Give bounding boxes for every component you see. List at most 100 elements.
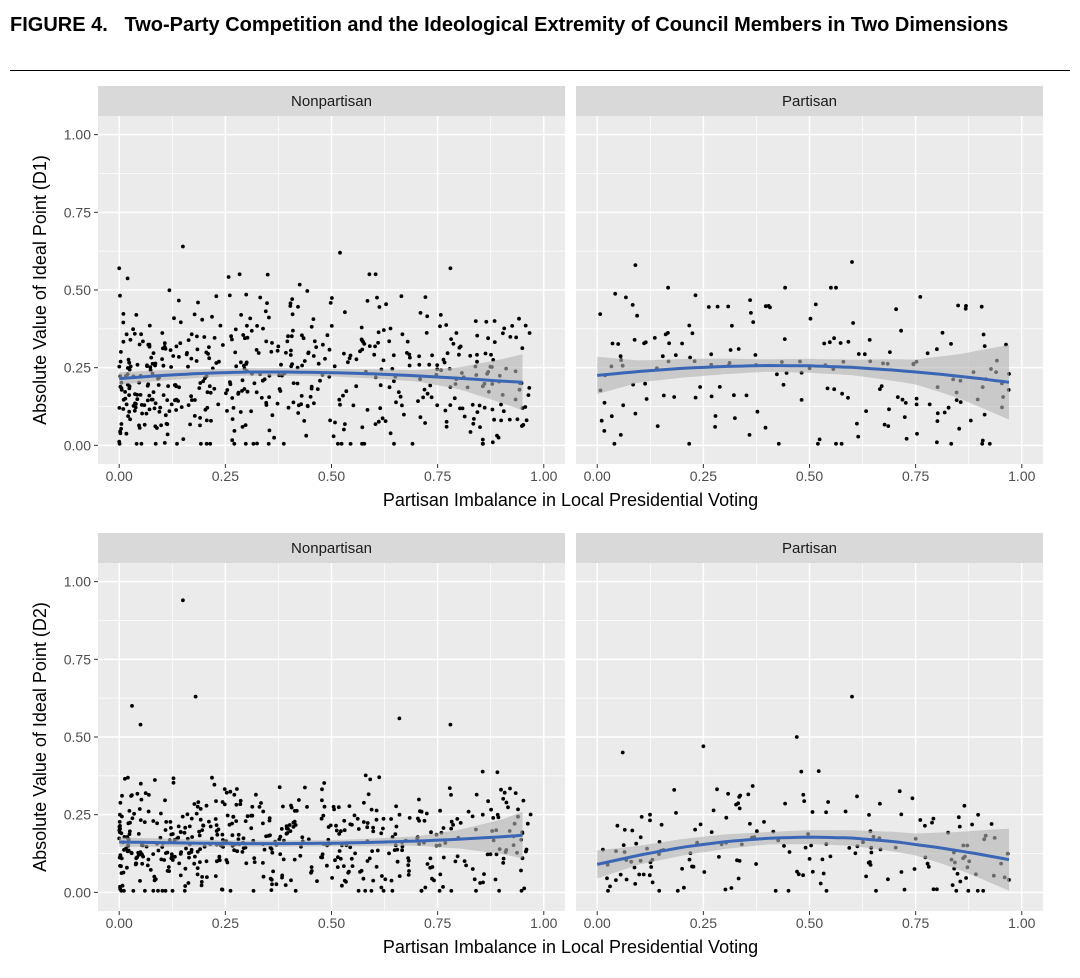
data-point xyxy=(376,340,380,345)
data-point xyxy=(853,851,858,856)
data-point xyxy=(335,865,340,869)
data-point xyxy=(200,317,205,322)
data-point xyxy=(869,850,874,855)
data-point xyxy=(327,347,332,352)
data-point xyxy=(519,868,523,873)
data-point xyxy=(147,793,151,797)
data-point xyxy=(328,301,333,305)
data-point xyxy=(931,887,936,892)
data-point xyxy=(185,812,190,817)
data-point xyxy=(445,351,450,356)
data-point xyxy=(134,861,138,866)
facet-strip xyxy=(576,533,1043,563)
data-point xyxy=(158,405,163,410)
data-point xyxy=(432,878,436,883)
data-point xyxy=(353,851,357,856)
data-point xyxy=(506,805,510,810)
data-point xyxy=(162,341,167,346)
data-point xyxy=(474,888,478,893)
data-point xyxy=(441,885,445,889)
smooth-fit-line xyxy=(119,833,523,846)
data-point xyxy=(521,798,526,803)
data-point xyxy=(230,438,235,443)
data-point xyxy=(958,879,963,884)
data-point xyxy=(177,861,182,866)
data-point xyxy=(514,335,519,340)
data-point xyxy=(903,401,908,405)
data-point xyxy=(189,847,194,852)
data-point xyxy=(125,366,130,370)
data-point xyxy=(131,327,136,332)
data-point xyxy=(192,802,197,806)
data-point xyxy=(358,349,362,354)
data-point xyxy=(471,421,476,426)
data-point xyxy=(242,363,246,368)
data-point xyxy=(236,837,241,842)
data-point xyxy=(123,390,127,394)
data-point xyxy=(510,324,515,328)
data-point xyxy=(127,393,131,397)
data-point xyxy=(441,826,446,830)
data-point xyxy=(425,314,430,319)
x-tick-label: 0.00 xyxy=(584,915,611,931)
data-point xyxy=(176,399,181,403)
data-point xyxy=(925,351,930,356)
data-point xyxy=(794,735,799,739)
data-point xyxy=(633,263,638,267)
data-point xyxy=(776,441,781,446)
data-point xyxy=(285,826,289,831)
data-point xyxy=(381,816,386,821)
data-point xyxy=(732,393,736,398)
data-point xyxy=(189,332,194,337)
data-point xyxy=(827,340,832,345)
data-point xyxy=(693,827,697,832)
data-point xyxy=(178,873,183,878)
data-point xyxy=(178,320,183,325)
data-point xyxy=(197,833,202,838)
data-point xyxy=(350,822,354,827)
x-tick-label: 0.75 xyxy=(902,915,929,931)
data-point xyxy=(222,802,227,807)
data-point xyxy=(455,854,460,859)
data-point xyxy=(198,860,202,864)
x-tick-label: 0.25 xyxy=(690,915,717,931)
data-point xyxy=(159,423,164,428)
data-point xyxy=(137,807,142,811)
data-point xyxy=(449,793,453,797)
data-point xyxy=(245,389,250,394)
data-point xyxy=(309,386,314,391)
data-point xyxy=(338,856,343,861)
data-point xyxy=(127,829,132,834)
data-point xyxy=(813,302,818,307)
data-point xyxy=(641,872,646,877)
data-point xyxy=(369,888,374,893)
data-point xyxy=(119,388,124,392)
data-point xyxy=(374,864,379,869)
data-point xyxy=(241,846,246,850)
data-point xyxy=(192,312,197,317)
y-tick-label: 0.50 xyxy=(64,729,91,745)
data-point xyxy=(183,825,188,830)
data-point xyxy=(950,883,955,887)
data-point xyxy=(606,888,610,893)
data-point xyxy=(690,864,694,869)
data-point xyxy=(935,411,940,416)
data-point xyxy=(397,874,402,878)
x-tick-label: 0.75 xyxy=(902,468,929,484)
data-point xyxy=(264,339,269,344)
data-point xyxy=(957,824,962,829)
data-point xyxy=(254,348,259,352)
data-point xyxy=(337,849,342,853)
y-tick-label: 0.75 xyxy=(64,204,91,220)
data-point xyxy=(525,821,530,826)
data-point xyxy=(169,852,174,857)
data-point xyxy=(312,401,316,406)
facet-strip xyxy=(576,86,1043,116)
data-point xyxy=(855,421,859,426)
data-point xyxy=(200,828,205,832)
data-point xyxy=(240,389,244,393)
data-point xyxy=(302,359,307,363)
data-point xyxy=(630,303,635,307)
x-tick-label: 0.25 xyxy=(212,468,239,484)
